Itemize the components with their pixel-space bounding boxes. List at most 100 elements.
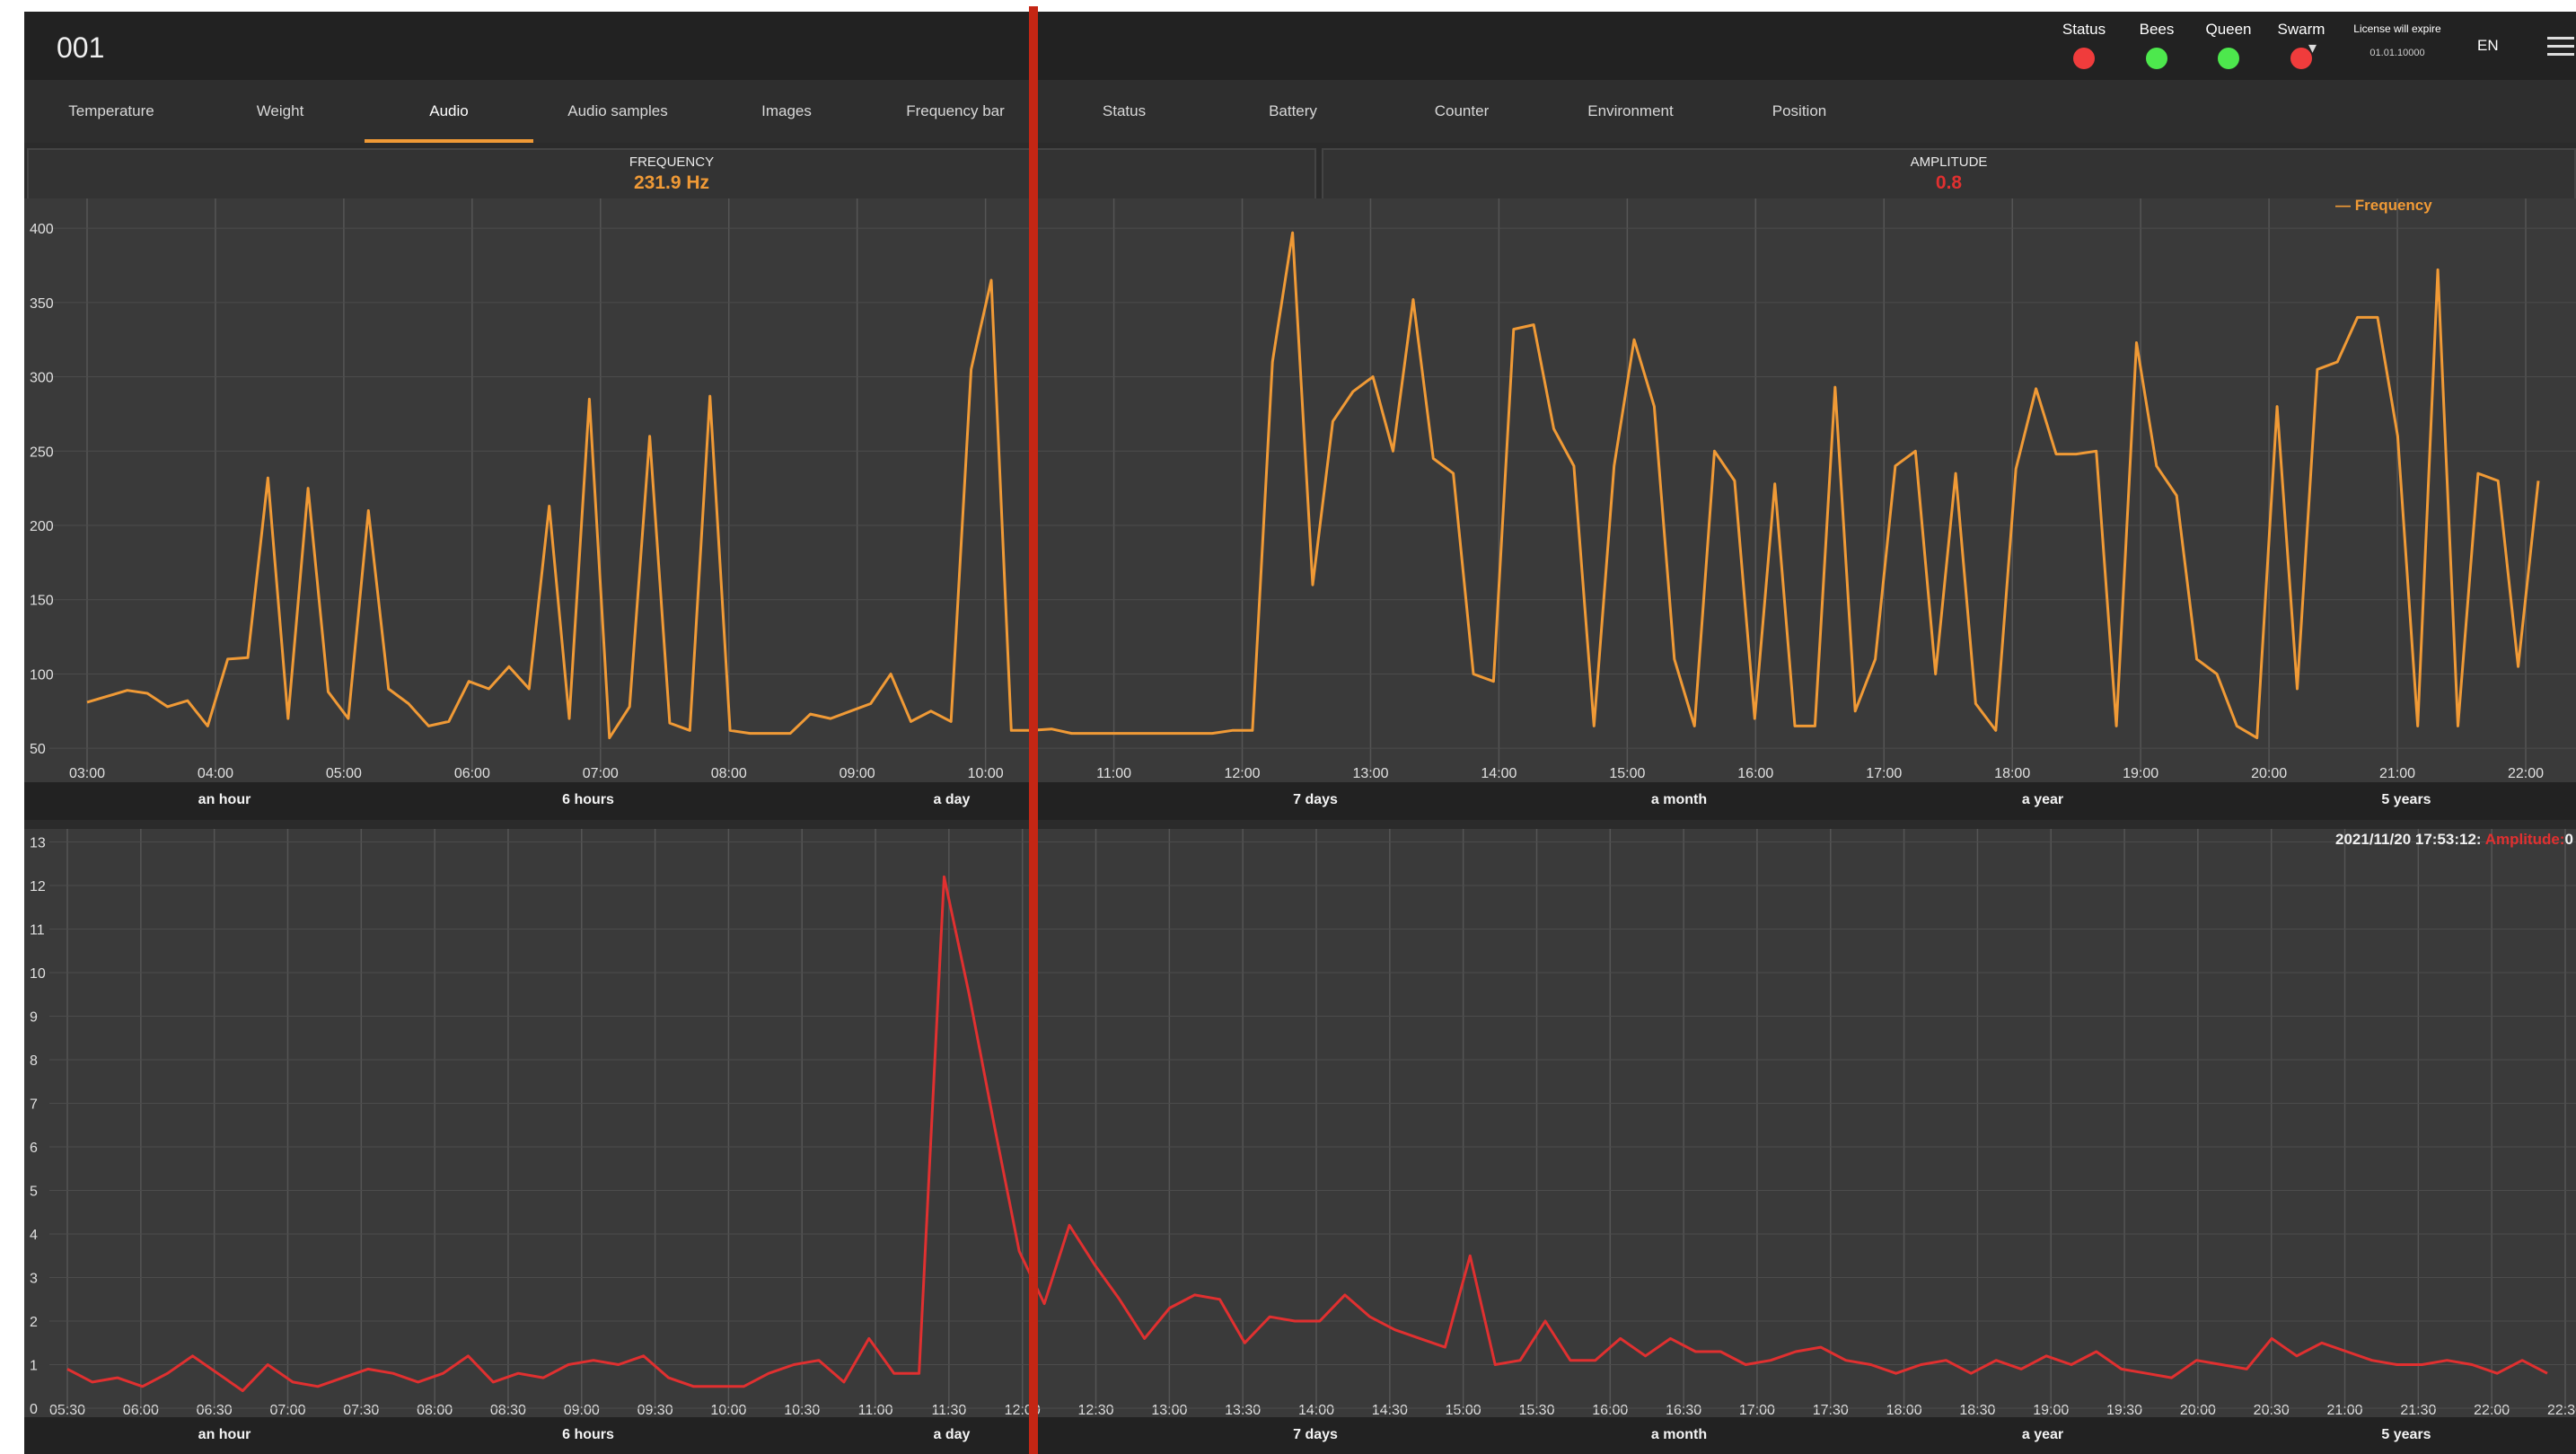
y-tick-label: 7 (30, 1097, 38, 1113)
swarm-dot-icon (2290, 48, 2312, 69)
x-tick-label: 07:00 (583, 766, 619, 781)
x-tick-label: 06:00 (123, 1403, 159, 1417)
x-tick-label: 09:00 (840, 766, 875, 781)
y-tick-label: 250 (30, 445, 54, 460)
y-tick-label: 150 (30, 594, 54, 609)
tab-audio-samples[interactable]: Audio samples (567, 102, 668, 119)
frequency-series-line (86, 231, 2540, 740)
dropdown-caret-icon[interactable]: ▾ (2308, 39, 2317, 57)
x-tick-label: 09:00 (564, 1403, 600, 1417)
hamburger-menu-icon[interactable] (2547, 37, 2574, 57)
range-a-year[interactable]: a year (2021, 1427, 2064, 1442)
range-6-hours[interactable]: 6 hours (562, 792, 614, 807)
x-tick-label: 17:00 (1739, 1403, 1775, 1417)
y-tick-label: 4 (30, 1228, 38, 1243)
x-tick-label: 10:30 (784, 1403, 820, 1417)
tab-status[interactable]: Status (1102, 102, 1147, 119)
x-tick-label: 17:30 (1813, 1403, 1849, 1417)
x-tick-label: 18:30 (1959, 1403, 1995, 1417)
x-tick-label: 11:00 (1096, 766, 1131, 781)
tab-images[interactable]: Images (761, 102, 812, 119)
amplitude-title: AMPLITUDE (1910, 154, 1988, 170)
y-tick-label: 8 (30, 1053, 38, 1069)
red-cursor-line (1029, 6, 1038, 1454)
tooltip-value: 0 (2564, 831, 2573, 848)
status-dot-icon (2073, 48, 2095, 69)
frequency-chart[interactable]: 03:00 04:00 05:00 06:00 07:00 08:00 09:00 10:00… (24, 198, 2576, 782)
x-tick-label: 15:30 (1518, 1403, 1554, 1417)
tab-frequency-bar[interactable]: Frequency bar (906, 102, 1005, 119)
app-window: 001 Status Bees Queen Swarm ▾ License wi… (24, 12, 2576, 1454)
x-tick-label: 12:30 (1078, 1403, 1114, 1417)
x-tick-label: 08:00 (711, 766, 747, 781)
range-a-day[interactable]: a day (933, 1427, 971, 1442)
range-a-month[interactable]: a month (1650, 1427, 1708, 1442)
y-tick-label: 400 (30, 222, 54, 237)
range-7-days[interactable]: 7 days (1293, 1427, 1338, 1442)
x-tick-label: 10:00 (710, 1403, 746, 1417)
range-6-hours[interactable]: 6 hours (562, 1427, 614, 1442)
swarm-indicator: Swarm (2270, 19, 2333, 69)
range-7-days[interactable]: 7 days (1293, 792, 1338, 807)
y-tick-label: 2 (30, 1315, 38, 1330)
y-tick-label: 9 (30, 1010, 38, 1026)
queen-indicator: Queen (2197, 19, 2260, 69)
queen-indicator-label: Queen (2205, 21, 2252, 38)
frequency-value: 231.9 Hz (633, 172, 710, 193)
x-tick-label: 08:30 (490, 1403, 526, 1417)
license-label: License will expire (2353, 22, 2441, 35)
bees-indicator-label: Bees (2139, 21, 2175, 38)
y-tick-label: 12 (30, 879, 46, 894)
range-bar-frequency: an hour 6 hours a day 7 days a month a year 5 … (24, 782, 2576, 820)
x-tick-label: 18:00 (1886, 1403, 1922, 1417)
x-tick-label: 06:30 (197, 1403, 233, 1417)
range-a-day[interactable]: a day (933, 792, 971, 807)
range-5-years[interactable]: 5 years (2381, 1427, 2431, 1442)
tab-position[interactable]: Position (1772, 102, 1827, 119)
x-tick-label: 13:00 (1352, 766, 1388, 781)
amplitude-box: AMPLITUDE 0.8 (1322, 148, 2576, 200)
x-tick-label: 05:30 (49, 1403, 85, 1417)
swarm-indicator-label: Swarm (2277, 21, 2325, 38)
x-tick-label: 19:00 (2033, 1403, 2069, 1417)
range-5-years[interactable]: 5 years (2381, 792, 2431, 807)
amplitude-chart[interactable]: 05:30 06:00 06:30 07:00 07:30 08:00 08:30 09:00… (24, 829, 2576, 1417)
status-indicator-label: Status (2062, 21, 2106, 38)
y-tick-label: 13 (30, 836, 46, 851)
tab-audio[interactable]: Audio (365, 80, 533, 143)
range-a-year[interactable]: a year (2021, 792, 2064, 807)
chart-legend[interactable]: — Frequency (2335, 197, 2432, 214)
tab-bar: Temperature Weight Audio Audio samples Image… (24, 80, 2576, 143)
y-tick-label: 50 (30, 742, 46, 757)
range-a-month[interactable]: a month (1650, 792, 1708, 807)
x-tick-label: 15:00 (1609, 766, 1645, 781)
tab-environment[interactable]: Environment (1587, 102, 1674, 119)
language-selector[interactable]: EN (2477, 37, 2499, 54)
x-tick-label: 21:30 (2400, 1403, 2436, 1417)
range-an-hour[interactable]: an hour (198, 792, 251, 807)
tooltip-annotation: 2021/11/20 17:53:12: Amplitude:0 (2335, 831, 2573, 849)
x-tick-label: 08:00 (417, 1403, 453, 1417)
bees-indicator: Bees (2125, 19, 2188, 69)
y-tick-label: 200 (30, 519, 54, 534)
queen-dot-icon (2218, 48, 2239, 69)
tab-weight[interactable]: Weight (256, 102, 304, 119)
x-tick-label: 16:30 (1666, 1403, 1701, 1417)
x-tick-label: 12:00 (1225, 766, 1261, 781)
x-tick-label: 19:00 (2123, 766, 2158, 781)
tab-counter[interactable]: Counter (1434, 102, 1490, 119)
x-tick-label: 16:00 (1592, 1403, 1628, 1417)
bees-dot-icon (2146, 48, 2167, 69)
tab-battery[interactable]: Battery (1269, 102, 1317, 119)
y-tick-label: 3 (30, 1272, 38, 1287)
tab-temperature[interactable]: Temperature (68, 102, 154, 119)
y-tick-label: 100 (30, 667, 54, 683)
x-tick-label: 13:00 (1151, 1403, 1187, 1417)
y-tick-label: 11 (30, 923, 45, 938)
x-tick-label: 14:00 (1298, 1403, 1334, 1417)
amplitude-chart-svg: 05:30 06:00 06:30 07:00 07:30 08:00 08:30 09:00… (30, 829, 2576, 1417)
y-tick-label: 5 (30, 1185, 38, 1200)
range-an-hour[interactable]: an hour (198, 1427, 251, 1442)
x-tick-label: 10:00 (968, 766, 1004, 781)
x-tick-label: 06:00 (454, 766, 490, 781)
